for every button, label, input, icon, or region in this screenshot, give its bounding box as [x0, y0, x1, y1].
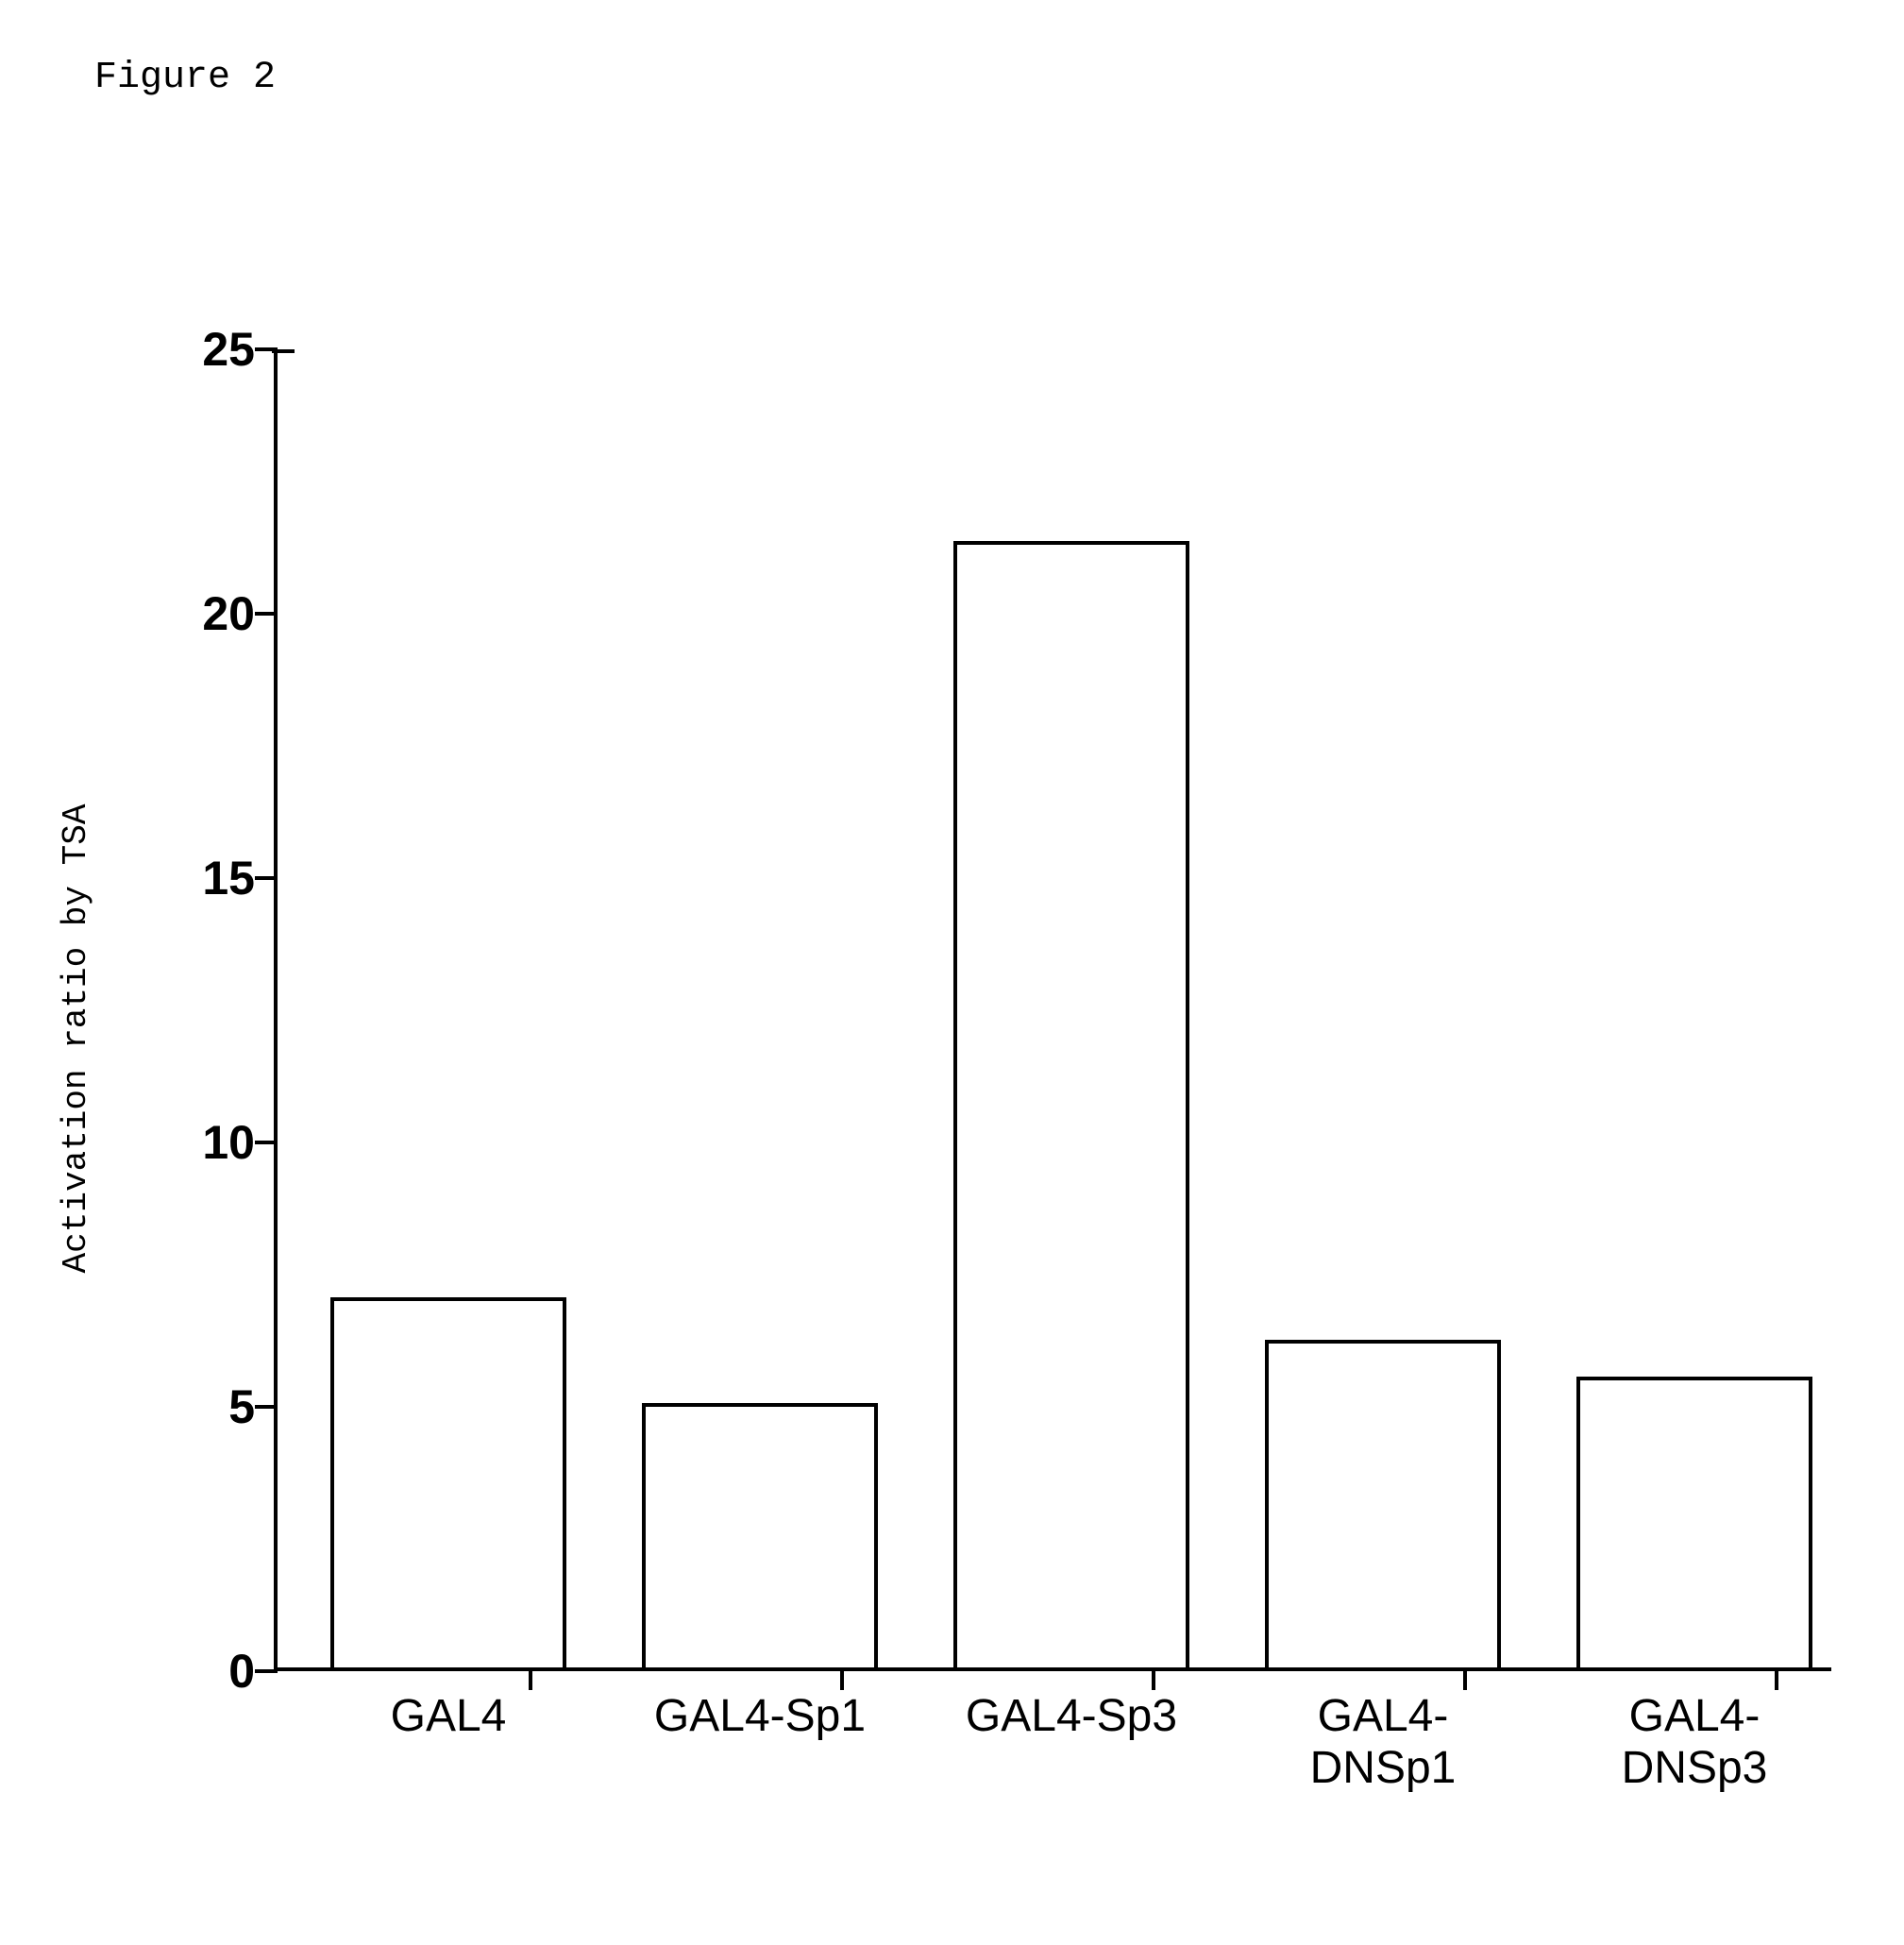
x-tick: [840, 1671, 844, 1690]
y-tick-label: 20: [142, 586, 255, 641]
y-axis-label: Activation ratio by TSA: [57, 804, 95, 1274]
y-tick-label: 5: [142, 1379, 255, 1434]
bar: [330, 1297, 566, 1667]
y-tick: [255, 1669, 278, 1673]
x-category-label: GAL4-DNSp1: [1237, 1690, 1529, 1794]
y-tick: [255, 876, 278, 880]
x-tick: [1152, 1671, 1155, 1690]
x-tick: [1463, 1671, 1467, 1690]
bar: [1576, 1377, 1812, 1667]
chart-container: Activation ratio by TSA 0510152025GAL4GA…: [57, 330, 1850, 1936]
y-tick-label: 10: [142, 1115, 255, 1170]
figure-title: Figure 2: [94, 57, 276, 99]
y-axis: [274, 349, 278, 1671]
x-category-label: GAL4-DNSp3: [1548, 1690, 1841, 1794]
x-axis: [274, 1667, 1831, 1671]
x-tick: [529, 1671, 532, 1690]
bar: [642, 1403, 878, 1667]
x-category-label: GAL4-Sp3: [925, 1690, 1218, 1742]
y-tick: [255, 612, 278, 616]
x-category-label: GAL4-Sp1: [614, 1690, 906, 1742]
bar: [953, 541, 1189, 1667]
y-tick-label: 0: [142, 1644, 255, 1699]
x-category-label: GAL4: [302, 1690, 595, 1742]
y-tick-label: 15: [142, 851, 255, 905]
plot-area: 0510152025GAL4GAL4-Sp1GAL4-Sp3GAL4-DNSp1…: [274, 349, 1831, 1671]
y-tick: [255, 1405, 278, 1409]
x-tick: [1775, 1671, 1778, 1690]
y-tick: [255, 347, 278, 351]
bar: [1265, 1340, 1501, 1667]
y-tick: [255, 1141, 278, 1144]
y-tick-label: 25: [142, 322, 255, 377]
